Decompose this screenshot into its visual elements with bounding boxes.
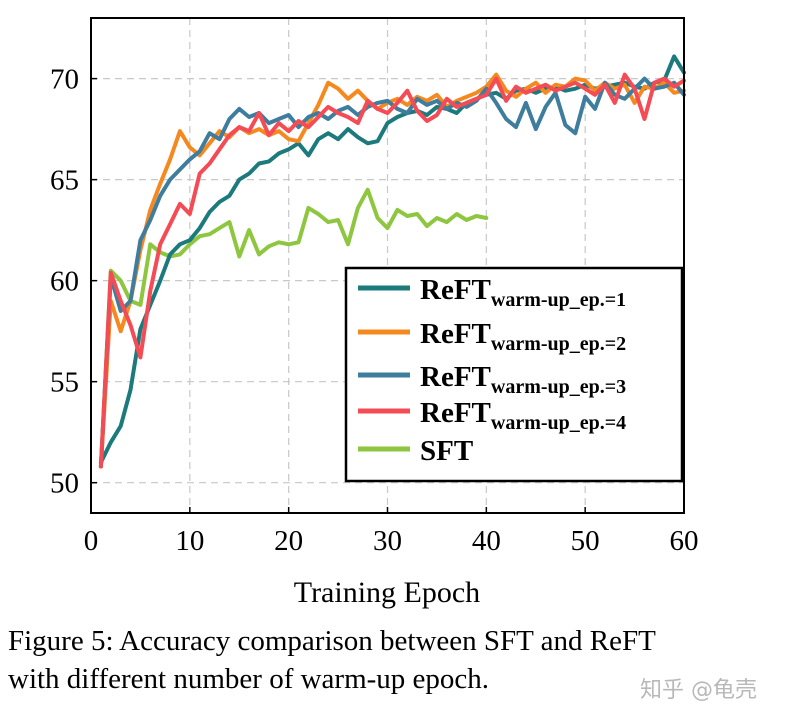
x-axis-label: Training Epoch bbox=[294, 576, 480, 609]
chart: 0 10 20 30 40 50 60 50 55 60 65 70 Training Epoch R… bbox=[50, 17, 699, 609]
x-tick-label: 20 bbox=[274, 525, 303, 557]
series-line-4 bbox=[98, 72, 686, 469]
series-line-5 bbox=[98, 187, 489, 469]
y-tick-label: 60 bbox=[50, 266, 79, 298]
caption-line-2: with different number of warm-up epoch. bbox=[8, 663, 490, 695]
legend-label: ReFTwarm-up_ep.=3 bbox=[420, 361, 626, 398]
x-tick-label: 0 bbox=[84, 525, 99, 557]
legend-label: SFT bbox=[420, 435, 473, 467]
x-tick-label: 30 bbox=[373, 525, 402, 557]
figure-caption: Figure 5: Accuracy comparison between SF… bbox=[8, 622, 768, 698]
axis-ticks: 0 10 20 30 40 50 60 50 55 60 65 70 bbox=[50, 64, 699, 557]
legend-label: ReFTwarm-up_ep.=1 bbox=[420, 274, 626, 311]
data-lines bbox=[98, 54, 686, 469]
y-tick-label: 70 bbox=[50, 64, 79, 96]
y-tick-label: 55 bbox=[50, 367, 79, 399]
watermark: 知乎 @龟壳 bbox=[640, 678, 757, 703]
series-line-1 bbox=[98, 54, 686, 465]
x-tick-label: 40 bbox=[472, 525, 501, 557]
caption-line-1: Figure 5: Accuracy comparison between SF… bbox=[8, 625, 656, 657]
x-tick-label: 60 bbox=[670, 525, 699, 557]
legend-label: ReFTwarm-up_ep.=4 bbox=[420, 397, 626, 434]
x-tick-label: 50 bbox=[571, 525, 600, 557]
y-tick-label: 50 bbox=[50, 468, 79, 500]
y-tick-label: 65 bbox=[50, 165, 79, 197]
x-tick-label: 10 bbox=[175, 525, 204, 557]
legend: ReFTwarm-up_ep.=1 ReFTwarm-up_ep.=2 ReFTwa… bbox=[344, 266, 684, 483]
legend-label: ReFTwarm-up_ep.=2 bbox=[420, 318, 626, 355]
series-line-3 bbox=[98, 76, 686, 469]
